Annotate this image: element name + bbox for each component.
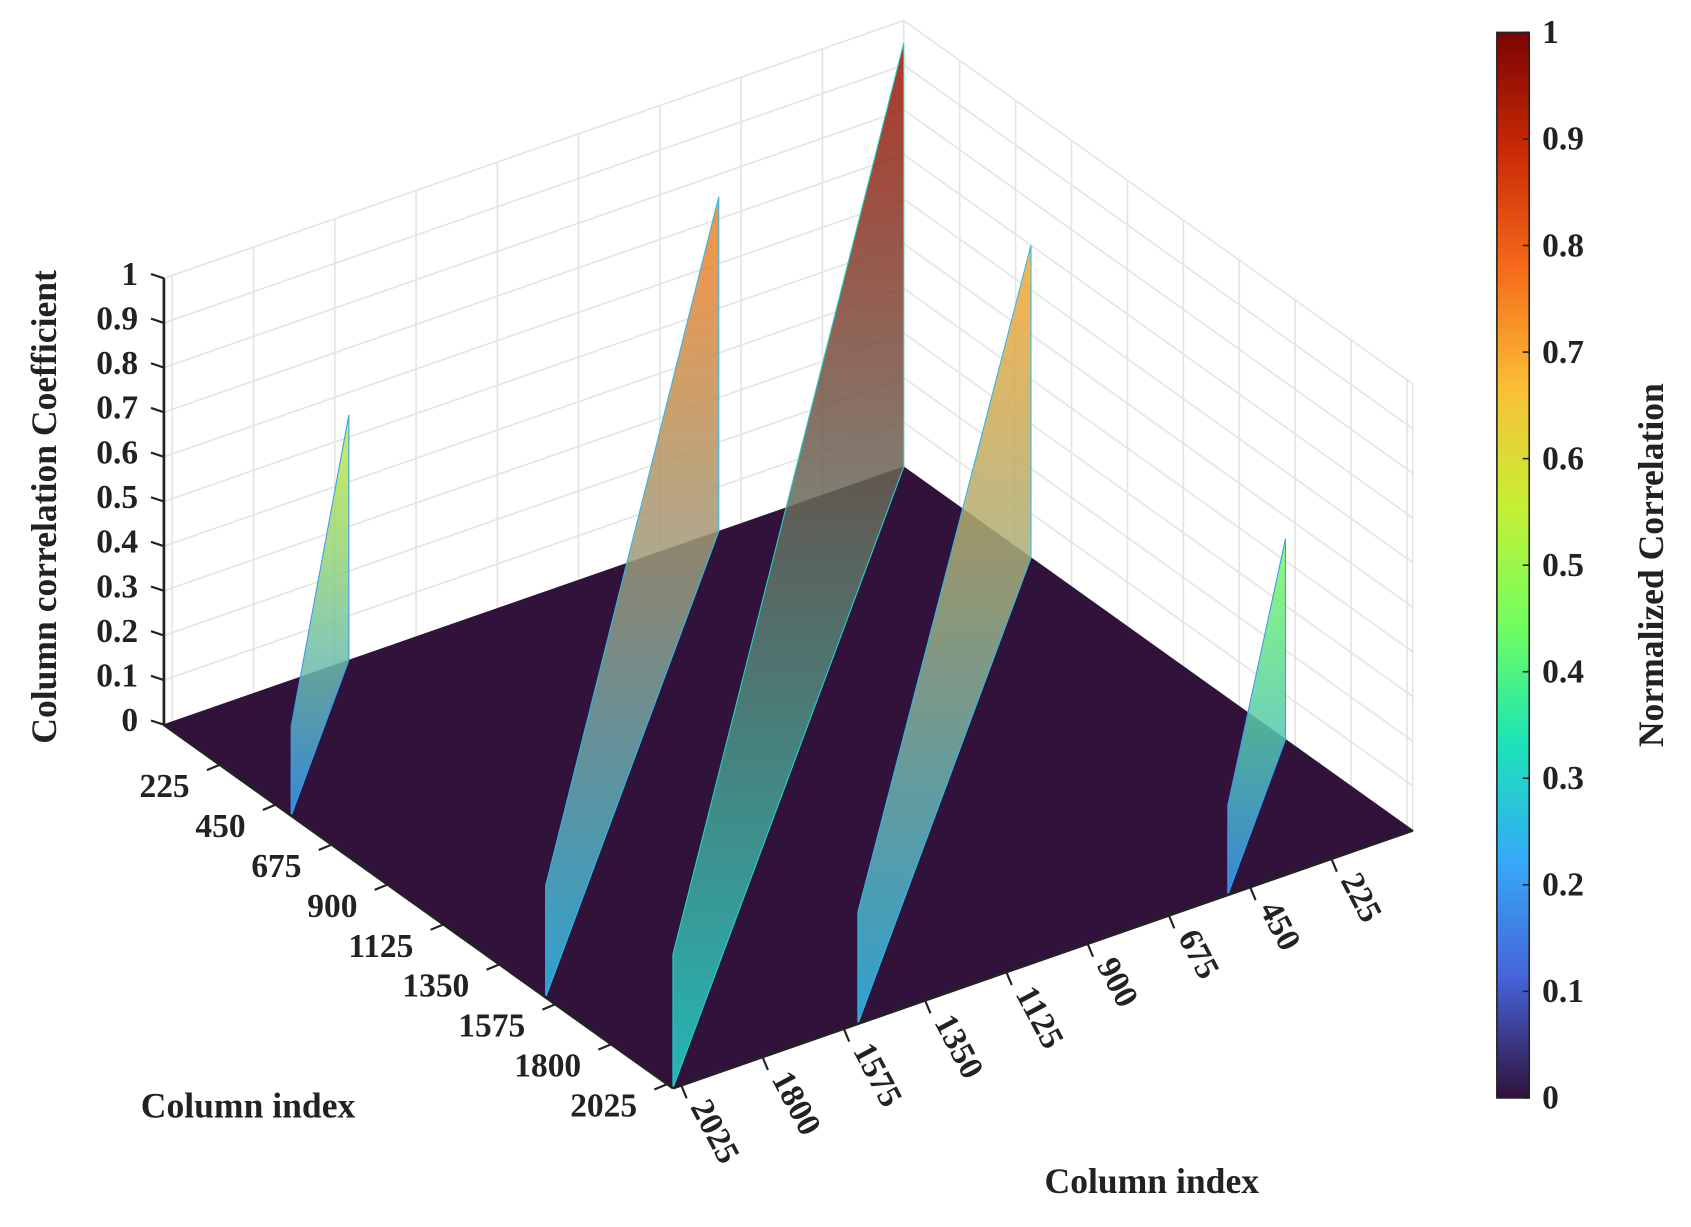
x-tick-label: 675 xyxy=(251,848,301,885)
y-tick xyxy=(680,1084,688,1099)
z-tick xyxy=(150,630,165,637)
y-tick xyxy=(1167,914,1176,929)
z-tick-label: 0 xyxy=(121,702,138,739)
z-tick xyxy=(150,674,165,682)
y-tick-label: 2025 xyxy=(683,1093,747,1169)
x-tick xyxy=(318,843,333,851)
ridge xyxy=(857,245,1032,1024)
y-tick xyxy=(1330,858,1338,873)
z-tick-label: 0.2 xyxy=(96,613,138,650)
z-tick xyxy=(150,362,165,369)
x-axis-label: Column index xyxy=(141,1085,356,1125)
x-tick-label: 1575 xyxy=(458,1008,525,1045)
y-tick-label: 675 xyxy=(1170,923,1226,985)
x-tick-label: 1800 xyxy=(514,1048,581,1085)
colorbar-tick-label: 1 xyxy=(1542,14,1559,51)
x-tick-label: 225 xyxy=(140,768,190,805)
colorbar-label: Normalized Correlation xyxy=(1631,383,1671,747)
x-tick-label: 1350 xyxy=(402,968,469,1005)
z-tick xyxy=(150,496,165,503)
z-tick xyxy=(150,719,165,726)
x-tick xyxy=(430,923,444,931)
colorbar-tick-label: 0.6 xyxy=(1542,440,1584,477)
y-tick xyxy=(842,1028,851,1043)
x-tick xyxy=(597,1043,612,1051)
z-tick xyxy=(150,540,165,548)
x-tick xyxy=(486,963,500,971)
y-axis-line xyxy=(672,829,1414,1090)
ridge xyxy=(1227,538,1287,896)
grid-line xyxy=(163,19,1414,385)
colorbar-tick-label: 0.1 xyxy=(1542,973,1584,1010)
z-tick xyxy=(150,272,165,280)
z-tick xyxy=(150,317,165,324)
x-tick-label: 450 xyxy=(195,808,245,845)
colorbar-tick-label: 0 xyxy=(1542,1080,1559,1117)
colorbar-tick-label: 0.5 xyxy=(1542,547,1584,584)
colorbar-tick-label: 0.9 xyxy=(1542,121,1584,158)
colorbar-tick-label: 0.8 xyxy=(1542,227,1584,264)
z-tick-label: 0.1 xyxy=(96,658,138,695)
z-tick xyxy=(150,451,165,458)
y-tick xyxy=(1086,943,1095,958)
z-tick-label: 0.7 xyxy=(96,390,138,427)
x-tick xyxy=(374,883,389,891)
y-tick xyxy=(924,999,932,1014)
z-tick-label: 0.3 xyxy=(96,568,138,605)
y-tick-label: 450 xyxy=(1252,895,1308,957)
z-tick xyxy=(150,585,165,592)
y-tick xyxy=(761,1056,769,1071)
colorbar-tick-label: 0.7 xyxy=(1542,334,1584,371)
z-tick-label: 0.8 xyxy=(96,345,138,382)
z-tick xyxy=(150,406,165,414)
y-tick-label: 1800 xyxy=(764,1065,828,1141)
z-tick-label: 0.5 xyxy=(96,479,138,516)
y-tick-label: 900 xyxy=(1089,952,1145,1014)
y-tick-label: 1125 xyxy=(1008,980,1071,1055)
z-tick-label: 0.6 xyxy=(96,434,138,471)
x-tick xyxy=(206,763,221,772)
z-tick-label: 0.9 xyxy=(96,300,138,337)
colorbar-tick-label: 0.4 xyxy=(1542,654,1584,691)
y-tick-label: 1350 xyxy=(927,1008,991,1084)
x-tick-label: 900 xyxy=(307,888,357,925)
z-tick-label: 1 xyxy=(121,256,138,293)
colorbar-tick-label: 0.3 xyxy=(1542,760,1584,797)
x-tick-label: 2025 xyxy=(570,1087,637,1124)
z-axis-label: Column correlation Coefficient xyxy=(24,270,64,744)
ridge xyxy=(672,42,905,1089)
x-tick xyxy=(653,1083,668,1091)
y-tick xyxy=(1005,971,1013,986)
ridge xyxy=(545,196,720,998)
ridge xyxy=(290,414,350,816)
colorbar-tick-label: 0.2 xyxy=(1542,867,1584,904)
x-tick-label: 1125 xyxy=(348,928,413,965)
y-tick-label: 1575 xyxy=(845,1037,909,1113)
x-tick xyxy=(542,1003,556,1011)
y-axis-label: Column index xyxy=(1045,1161,1260,1201)
z-tick-label: 0.4 xyxy=(96,524,138,561)
y-tick xyxy=(1249,886,1257,901)
x-axis-line xyxy=(163,723,674,1090)
y-tick-label: 225 xyxy=(1333,867,1389,929)
x-tick xyxy=(262,803,277,812)
